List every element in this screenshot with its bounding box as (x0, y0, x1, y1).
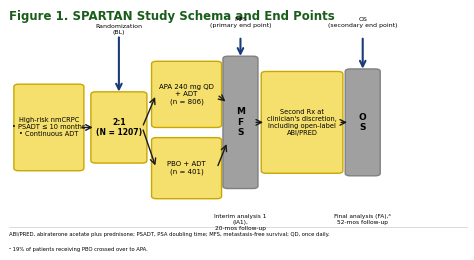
Text: 2:1
(N = 1207): 2:1 (N = 1207) (96, 118, 142, 137)
Text: Final analysis (FA),ᵃ
52-mos follow-up: Final analysis (FA),ᵃ 52-mos follow-up (334, 214, 391, 225)
Text: High-risk nmCRPC
• PSADT ≤ 10 months
• Continuous ADT: High-risk nmCRPC • PSADT ≤ 10 months • C… (12, 118, 86, 138)
Text: Randomization
(BL): Randomization (BL) (95, 24, 142, 35)
Text: PBO + ADT
(n = 401): PBO + ADT (n = 401) (167, 161, 206, 175)
Text: Figure 1. SPARTAN Study Schema and End Points: Figure 1. SPARTAN Study Schema and End P… (9, 10, 335, 23)
Text: O
S: O S (359, 113, 366, 132)
FancyBboxPatch shape (152, 138, 221, 199)
FancyBboxPatch shape (223, 56, 258, 188)
Text: MFS
(primary end point): MFS (primary end point) (210, 17, 271, 28)
Text: APA 240 mg QD
+ ADT
(n = 806): APA 240 mg QD + ADT (n = 806) (159, 84, 214, 105)
Text: ABI/PRED, abiraterone acetate plus prednisone; PSADT, PSA doubling time; MFS, me: ABI/PRED, abiraterone acetate plus predn… (9, 232, 330, 237)
FancyBboxPatch shape (345, 69, 380, 176)
Text: Second Rx at
clinician's discretion,
including open-label
ABI/PRED: Second Rx at clinician's discretion, inc… (267, 109, 337, 136)
Text: OS
(secondary end point): OS (secondary end point) (328, 17, 398, 28)
FancyBboxPatch shape (14, 84, 84, 171)
Text: ᵃ 19% of patients receiving PBO crossed over to APA.: ᵃ 19% of patients receiving PBO crossed … (9, 247, 148, 252)
Text: Interim analysis 1
(IA1),
20-mos follow-up: Interim analysis 1 (IA1), 20-mos follow-… (214, 214, 267, 231)
FancyBboxPatch shape (91, 92, 147, 163)
FancyBboxPatch shape (152, 61, 221, 127)
Text: M
F
S: M F S (236, 107, 245, 137)
FancyBboxPatch shape (261, 72, 343, 173)
